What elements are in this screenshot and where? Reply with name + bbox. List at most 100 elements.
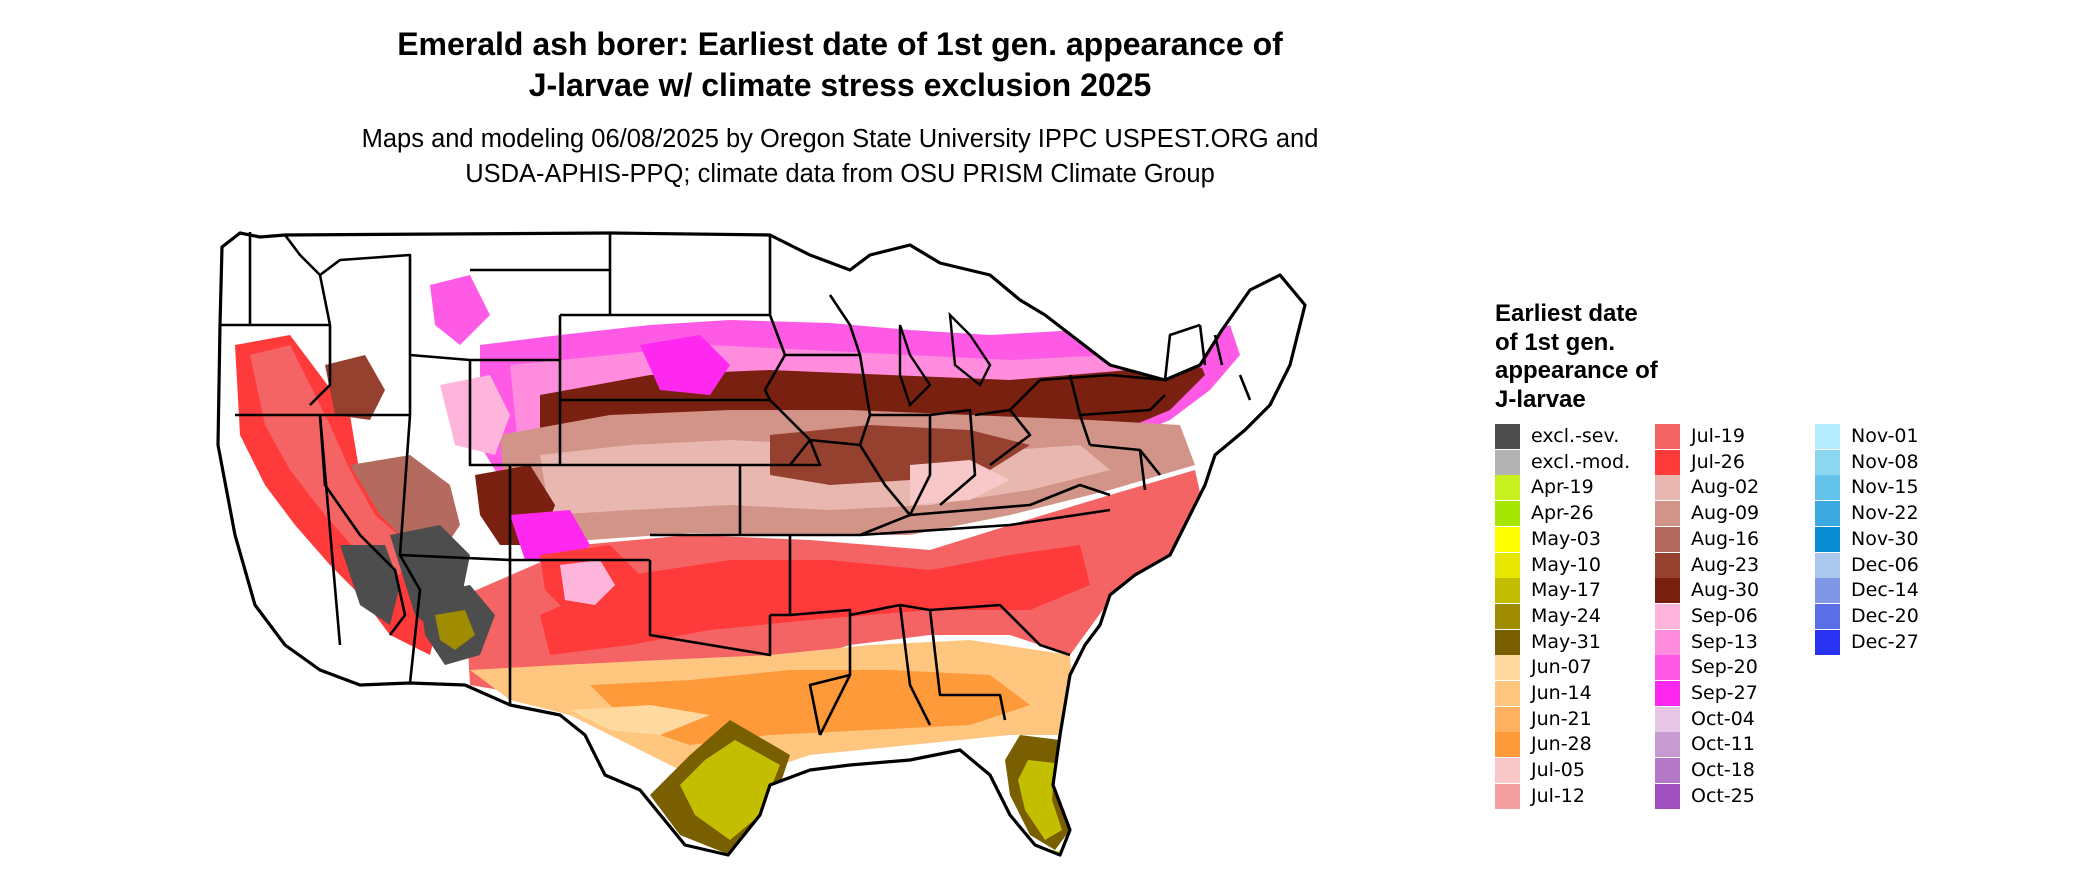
legend-label: Sep-06 <box>1691 604 1758 627</box>
legend-swatch <box>1495 424 1520 449</box>
legend-swatch <box>1655 783 1680 809</box>
legend-swatch <box>1655 655 1680 681</box>
legend-item: May-17 <box>1495 578 1645 604</box>
legend-label: Oct-25 <box>1691 784 1755 807</box>
legend-item: Oct-18 <box>1655 758 1805 784</box>
legend-label: Aug-23 <box>1691 553 1760 576</box>
legend-item: Jun-14 <box>1495 681 1645 707</box>
legend-swatch <box>1495 629 1520 655</box>
legend-label: Apr-19 <box>1531 476 1594 499</box>
legend-label: May-31 <box>1531 630 1601 653</box>
legend-label: Oct-18 <box>1691 759 1755 782</box>
legend-swatch <box>1655 475 1680 501</box>
legend-label: Sep-20 <box>1691 656 1758 679</box>
legend-title-line: Earliest date <box>1495 300 1638 327</box>
legend-item: Jul-05 <box>1495 758 1645 784</box>
legend-item: Dec-27 <box>1815 629 1965 656</box>
us-phenology-map <box>216 231 1307 857</box>
legend-item: Sep-27 <box>1655 681 1805 707</box>
legend-swatch <box>1815 424 1840 449</box>
legend-item: Dec-14 <box>1815 578 1965 604</box>
legend-swatch <box>1495 449 1520 475</box>
legend-swatch <box>1655 732 1680 758</box>
legend-swatch <box>1495 501 1520 527</box>
legend-item: Oct-25 <box>1655 783 1805 810</box>
legend-item: Jul-12 <box>1495 783 1645 810</box>
map-title-line-2: J-larvae w/ climate stress exclusion 202… <box>528 67 1152 103</box>
legend-item: Apr-19 <box>1495 475 1645 501</box>
legend-swatch <box>1815 603 1840 629</box>
legend-item: Jun-07 <box>1495 655 1645 681</box>
legend-label: Jul-12 <box>1531 784 1585 807</box>
legend-item: May-10 <box>1495 552 1645 579</box>
legend-label: Nov-08 <box>1851 450 1919 473</box>
legend-label: Nov-22 <box>1851 502 1919 525</box>
legend-label: Nov-15 <box>1851 476 1919 499</box>
legend-item: Sep-20 <box>1655 655 1805 681</box>
legend-label: Oct-04 <box>1691 707 1755 730</box>
legend-label: May-10 <box>1531 553 1601 576</box>
legend-swatch <box>1655 758 1680 784</box>
legend-item: Dec-20 <box>1815 603 1965 630</box>
legend-label: May-24 <box>1531 604 1601 627</box>
map-subtitle-line-2: USDA-APHIS-PPQ; climate data from OSU PR… <box>465 160 1215 188</box>
legend-item: Sep-13 <box>1655 629 1805 656</box>
legend-item: Aug-23 <box>1655 552 1805 579</box>
legend-swatch <box>1495 732 1520 758</box>
legend-item: Nov-08 <box>1815 449 1965 476</box>
legend-label: Dec-06 <box>1851 553 1919 576</box>
legend-item: May-24 <box>1495 603 1645 630</box>
legend-swatch <box>1655 603 1680 629</box>
legend-label: Dec-27 <box>1851 630 1919 653</box>
legend-swatch <box>1495 603 1520 629</box>
legend-label: excl.-sev. <box>1531 425 1620 447</box>
legend-item: Jul-19 <box>1655 424 1805 450</box>
legend-swatch <box>1815 526 1840 552</box>
legend-label: Jul-05 <box>1531 759 1585 782</box>
legend-swatch <box>1495 526 1520 552</box>
legend-item: Aug-16 <box>1655 526 1805 553</box>
legend-label: Dec-14 <box>1851 579 1919 602</box>
legend-item: excl.-mod. <box>1495 449 1645 476</box>
legend-label: Jun-21 <box>1531 707 1592 730</box>
legend-label: Dec-20 <box>1851 604 1919 627</box>
legend-swatch <box>1655 681 1680 706</box>
legend-swatch <box>1495 783 1520 809</box>
legend-swatch <box>1655 501 1680 527</box>
legend-label: May-03 <box>1531 527 1601 550</box>
legend-swatch <box>1655 552 1680 578</box>
legend-label: Jul-19 <box>1691 425 1745 447</box>
legend-item: Jun-21 <box>1495 706 1645 733</box>
legend-item: May-31 <box>1495 629 1645 656</box>
legend-item: Aug-09 <box>1655 501 1805 527</box>
legend-label: Jun-07 <box>1531 656 1592 679</box>
map-subtitle: Maps and modeling 06/08/2025 by Oregon S… <box>290 122 1390 192</box>
legend-swatch <box>1655 449 1680 475</box>
legend-item: Nov-15 <box>1815 475 1965 501</box>
legend-swatch <box>1815 629 1840 655</box>
legend-item: Aug-30 <box>1655 578 1805 604</box>
legend-swatch <box>1495 758 1520 784</box>
legend-swatch <box>1495 578 1520 604</box>
legend-swatch <box>1655 424 1680 449</box>
legend-item: Oct-04 <box>1655 706 1805 733</box>
legend-label: Jul-26 <box>1691 450 1745 473</box>
legend-label: excl.-mod. <box>1531 450 1631 473</box>
legend-label: Sep-27 <box>1691 682 1758 704</box>
map-title: Emerald ash borer: Earliest date of 1st … <box>330 24 1350 106</box>
legend-label: Sep-13 <box>1691 630 1758 653</box>
legend-item: excl.-sev. <box>1495 424 1645 450</box>
legend-item: May-03 <box>1495 526 1645 553</box>
legend-label: Nov-01 <box>1851 425 1919 447</box>
legend-swatch <box>1655 526 1680 552</box>
legend-swatch <box>1495 475 1520 501</box>
legend-item: Sep-06 <box>1655 603 1805 630</box>
legend-item: Apr-26 <box>1495 501 1645 527</box>
legend-item: Nov-01 <box>1815 424 1965 450</box>
legend-title: Earliest date of 1st gen. appearance of … <box>1495 300 1755 414</box>
legend-label: Apr-26 <box>1531 502 1594 525</box>
legend-swatch <box>1495 655 1520 681</box>
legend-item: Dec-06 <box>1815 552 1965 579</box>
legend-swatch <box>1655 578 1680 604</box>
legend-title-line: J-larvae <box>1495 385 1586 413</box>
